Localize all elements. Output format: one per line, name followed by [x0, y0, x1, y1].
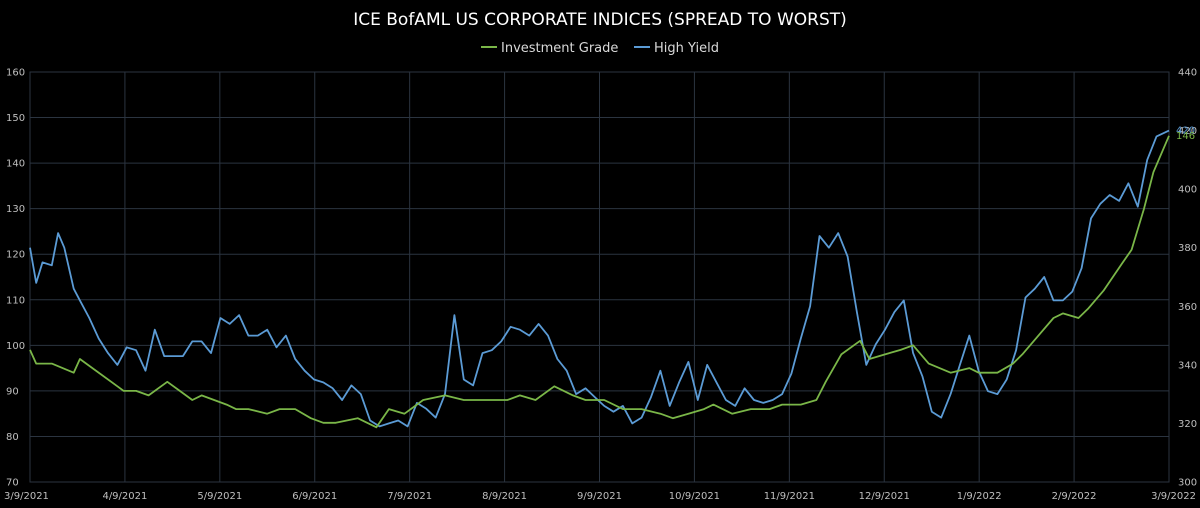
y-left-tick-label: 140 [6, 159, 25, 170]
y-left-tick-label: 130 [6, 204, 25, 215]
y-right-tick-label: 420 [1178, 126, 1197, 137]
end-label-investment-grade: 146 [1176, 131, 1195, 142]
y-left-tick-label: 110 [6, 295, 25, 306]
x-tick-label: 9/9/2021 [577, 491, 622, 502]
series-line-high-yield [29, 129, 1170, 428]
x-tick-label: 4/9/2021 [102, 491, 147, 502]
legend-label-high-yield: High Yield [654, 41, 719, 56]
legend: Investment Grade High Yield [481, 41, 719, 56]
y-left-tick-label: 150 [6, 113, 25, 124]
y-left-tick-label: 90 [6, 386, 19, 397]
y-right-tick-label: 360 [1178, 302, 1197, 313]
gridlines [29, 71, 1170, 483]
x-tick-label: 2/9/2022 [1052, 491, 1097, 502]
x-axis: 3/9/2021 4/9/2021 5/9/2021 6/9/2021 7/9/2021… [4, 491, 1196, 502]
y-right-tick-label: 340 [1178, 360, 1197, 371]
x-tick-label: 11/9/2021 [764, 491, 815, 502]
y-left-tick-label: 160 [6, 68, 25, 79]
x-tick-label: 3/9/2021 [4, 491, 49, 502]
x-tick-label: 5/9/2021 [197, 491, 242, 502]
x-tick-label: 6/9/2021 [292, 491, 337, 502]
series-lines [29, 129, 1170, 429]
chart-title: ICE BofAML US CORPORATE INDICES (SPREAD … [353, 10, 847, 30]
y-left-tick-label: 120 [6, 250, 25, 261]
y-right-tick-label: 400 [1178, 185, 1197, 196]
y-left-tick-label: 70 [6, 478, 19, 489]
x-tick-label: 3/9/2022 [1151, 491, 1196, 502]
x-tick-label: 12/9/2021 [859, 491, 910, 502]
legend-label-investment-grade: Investment Grade [501, 41, 618, 56]
y-left-tick-label: 80 [6, 432, 19, 443]
y-axis-left: 70 80 90 100 110 120 130 140 150 160 [6, 68, 25, 489]
x-tick-label: 10/9/2021 [669, 491, 720, 502]
x-tick-label: 8/9/2021 [482, 491, 527, 502]
x-tick-label: 7/9/2021 [387, 491, 432, 502]
legend-item-high-yield: High Yield [634, 41, 719, 56]
x-tick-label: 1/9/2022 [957, 491, 1002, 502]
y-right-tick-label: 320 [1178, 419, 1197, 430]
y-right-tick-label: 440 [1178, 68, 1197, 79]
legend-item-investment-grade: Investment Grade [481, 41, 618, 56]
y-right-tick-label: 300 [1178, 478, 1197, 489]
series-line-investment-grade [29, 135, 1170, 429]
y-left-tick-label: 100 [6, 341, 25, 352]
end-label-high-yield: 420 [1176, 126, 1195, 137]
y-axis-right: 300 320 340 360 380 400 420 440 [1178, 68, 1197, 489]
y-right-tick-label: 380 [1178, 243, 1197, 254]
